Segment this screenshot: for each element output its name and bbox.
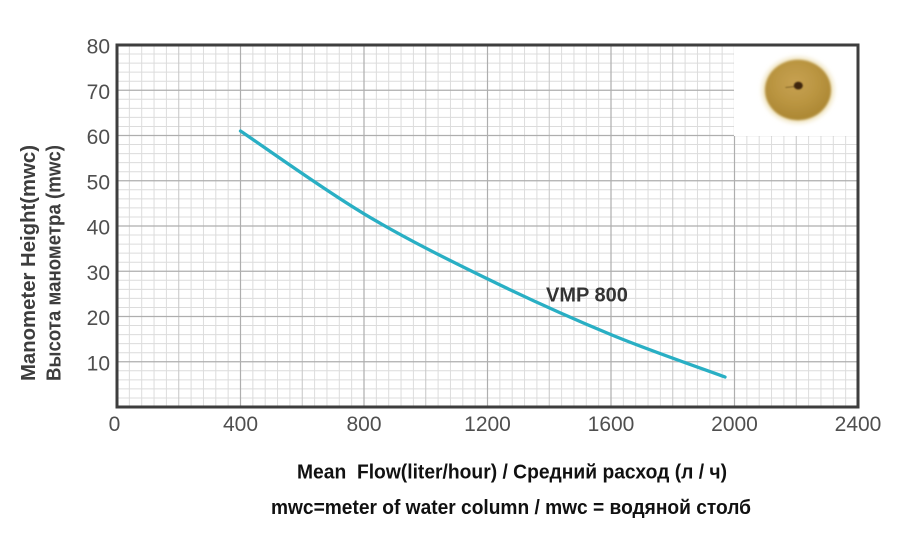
svg-text:60: 60 [87,126,110,149]
svg-text:1200: 1200 [464,413,511,436]
svg-text:40: 40 [87,217,110,240]
svg-text:mwc=meter of water column / mw: mwc=meter of water column / mwc = водяно… [271,497,751,519]
svg-text:70: 70 [87,81,110,104]
svg-text:400: 400 [223,413,258,436]
svg-text:50: 50 [87,172,110,195]
svg-text:Высота манометра (mwc): Высота манометра (mwc) [44,145,66,381]
svg-text:0: 0 [109,413,121,436]
svg-text:10: 10 [87,352,110,375]
svg-text:2400: 2400 [835,413,882,436]
svg-text:VMP 800: VMP 800 [546,285,628,307]
svg-text:20: 20 [87,307,110,330]
svg-text:Mean Flow(liter/hour) / Средн: Mean Flow(liter/hour) / Средний расход (… [297,462,727,484]
svg-text:30: 30 [87,262,110,285]
svg-text:1600: 1600 [588,413,635,436]
svg-text:800: 800 [346,413,381,436]
svg-text:80: 80 [87,36,110,59]
svg-text:Manometer Height(mwc): Manometer Height(mwc) [17,145,40,381]
svg-text:2000: 2000 [711,413,758,436]
